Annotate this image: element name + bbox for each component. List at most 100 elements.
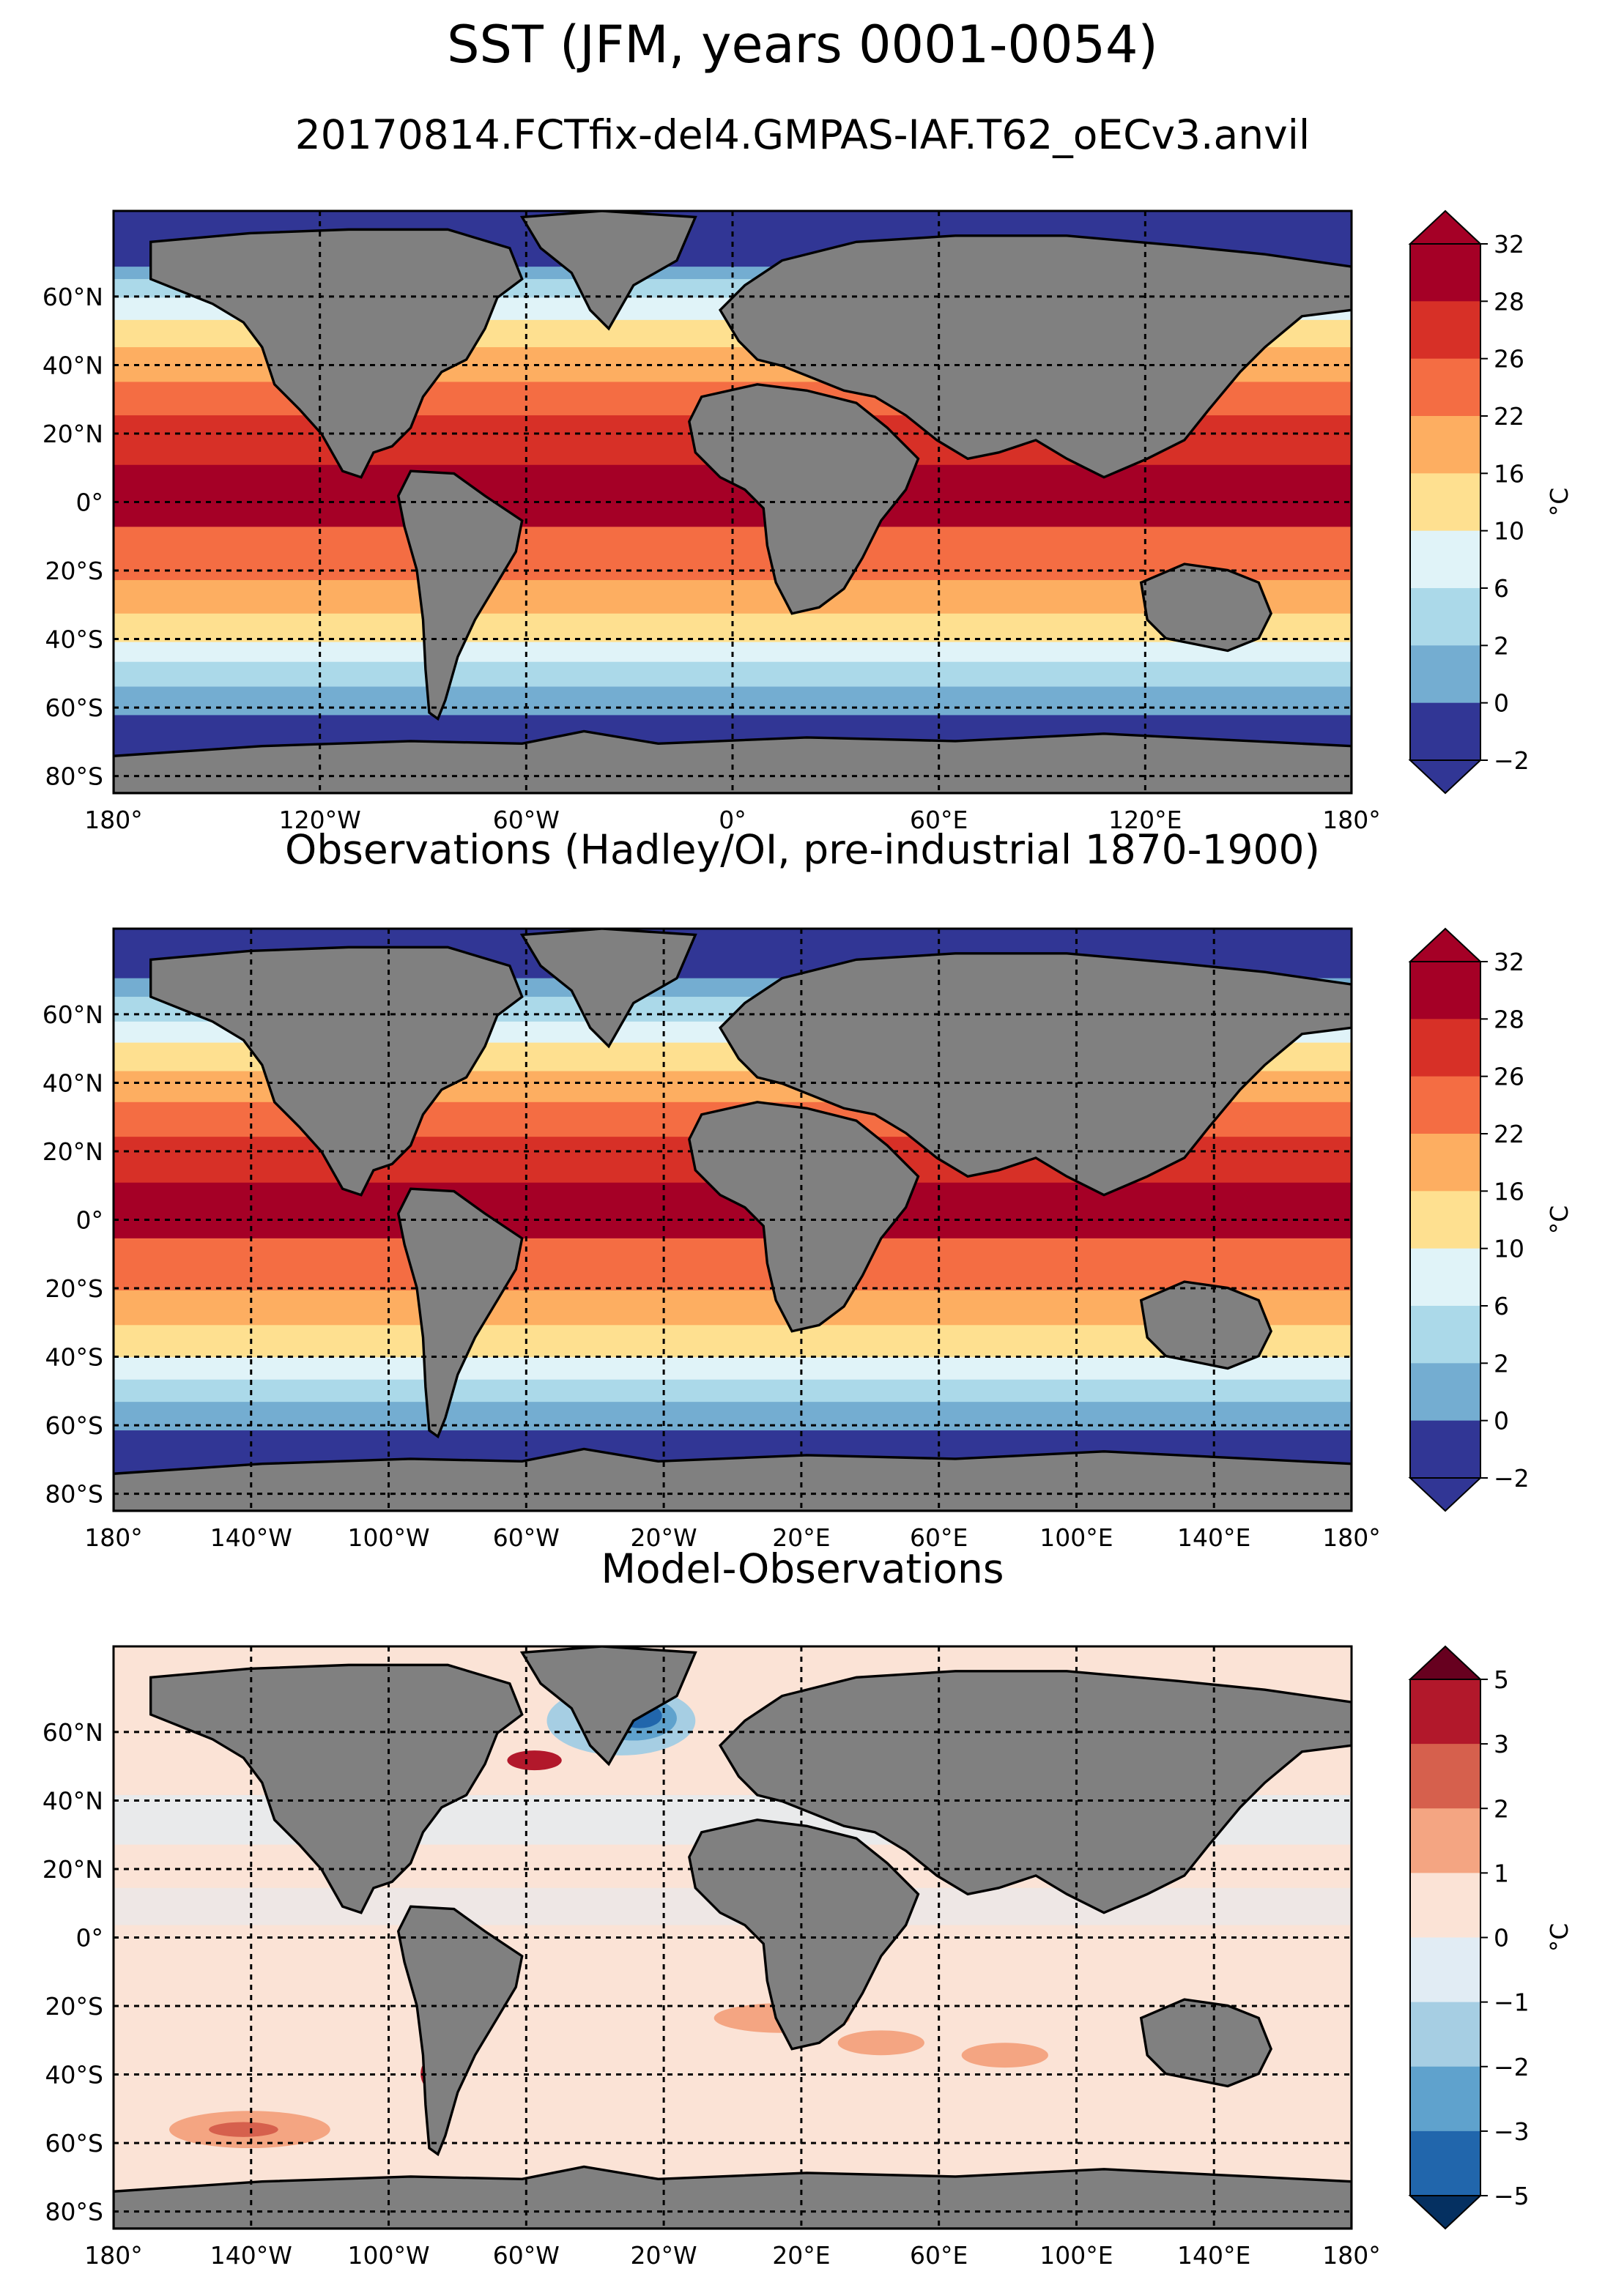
colorbar-swatch xyxy=(1410,962,1480,1019)
lon-tick-label: 180° xyxy=(1322,806,1381,834)
colorbar-unit-label: °C xyxy=(1545,1205,1574,1235)
lat-tick-label: 20°N xyxy=(42,420,103,448)
colorbar-swatch xyxy=(1410,1873,1480,1938)
colorbar-swatch xyxy=(1410,244,1480,302)
lon-tick-label: 180° xyxy=(84,1523,143,1552)
sst-band xyxy=(114,1238,1352,1294)
colorbar-swatch xyxy=(1410,473,1480,532)
colorbar-tick-label: 0 xyxy=(1494,1924,1509,1953)
diff-anomaly xyxy=(961,2043,1048,2068)
sst-band xyxy=(114,1402,1352,1433)
lon-tick-label: 180° xyxy=(84,806,143,834)
lat-tick-label: 80°S xyxy=(45,762,103,791)
colorbar-swatch xyxy=(1410,2066,1480,2132)
map-frame xyxy=(112,1645,1353,2230)
colorbar-swatch xyxy=(1410,1019,1480,1077)
lat-tick-label: 60°N xyxy=(42,283,103,311)
colorbar-tick-label: 16 xyxy=(1494,459,1524,488)
colorbar-swatch xyxy=(1410,358,1480,417)
colorbar-tick-label: 10 xyxy=(1494,517,1524,546)
lon-tick-label: 120°W xyxy=(279,806,361,834)
colorbar-unit-label: °C xyxy=(1545,488,1574,517)
colorbar-tick-label: 22 xyxy=(1494,1120,1524,1148)
diff-anomaly xyxy=(837,2030,924,2056)
lat-tick-label: 40°S xyxy=(45,1343,103,1372)
lon-tick-label: 60°E xyxy=(910,806,968,834)
map-frame xyxy=(112,927,1353,1512)
colorbar-swatch xyxy=(1410,1191,1480,1249)
lat-tick-label: 80°S xyxy=(45,1480,103,1509)
lon-tick-label: 20°E xyxy=(772,2241,830,2270)
lon-tick-label: 20°E xyxy=(772,1523,830,1552)
colorbar-tick-label: −2 xyxy=(1494,2053,1530,2081)
lon-tick-label: 140°E xyxy=(1177,1523,1250,1552)
lat-tick-label: 0° xyxy=(76,1206,104,1235)
lat-tick-label: 20°S xyxy=(45,1992,103,2021)
lat-tick-label: 60°N xyxy=(42,1718,103,1747)
lat-tick-label: 40°N xyxy=(42,1069,103,1097)
colorbar-tick-label: 0 xyxy=(1494,689,1509,718)
colorbar-tick-label: 26 xyxy=(1494,1063,1524,1091)
colorbar-tick-label: 28 xyxy=(1494,287,1524,316)
colorbar-tick-label: 6 xyxy=(1494,574,1509,603)
lon-tick-label: 100°W xyxy=(347,2241,429,2270)
lon-tick-label: 20°W xyxy=(631,2241,697,2270)
colorbar-frame xyxy=(1409,961,1481,1479)
lon-tick-label: 60°E xyxy=(910,2241,968,2270)
colorbar-swatch xyxy=(1410,1420,1480,1479)
lat-tick-label: 40°S xyxy=(45,2061,103,2089)
colorbar-tick-label: −3 xyxy=(1494,2117,1530,2146)
colorbar-tick-label: 2 xyxy=(1494,1349,1509,1378)
colorbar-extend-max xyxy=(1408,927,1483,962)
lat-tick-label: 80°S xyxy=(45,2198,103,2226)
colorbar-swatch xyxy=(1410,1363,1480,1422)
colorbar-extend-min xyxy=(1408,759,1483,795)
colorbar-tick-label: 3 xyxy=(1494,1730,1509,1758)
colorbar-swatch xyxy=(1410,1937,1480,2003)
sst-band xyxy=(114,1357,1352,1383)
colorbar-tick-label: 22 xyxy=(1494,402,1524,431)
colorbar-extend-min xyxy=(1408,2195,1483,2230)
lat-tick-label: 0° xyxy=(76,1924,104,1953)
lon-tick-label: 60°W xyxy=(493,1523,560,1552)
lat-tick-label: 40°S xyxy=(45,625,103,654)
panel-title-observations: Observations (Hadley/OI, pre-industrial … xyxy=(285,826,1320,873)
colorbar-tick-label: 10 xyxy=(1494,1235,1524,1263)
colorbar-tick-label: −2 xyxy=(1494,746,1530,775)
colorbar-unit-label: °C xyxy=(1545,1923,1574,1953)
colorbar-swatch xyxy=(1410,2002,1480,2067)
lat-tick-label: 0° xyxy=(76,488,104,517)
colorbar-swatch xyxy=(1410,1679,1480,1745)
colorbar-tick-label: 0 xyxy=(1494,1407,1509,1435)
panel-title-difference: Model-Observations xyxy=(601,1545,1004,1592)
lon-tick-label: 100°E xyxy=(1039,2241,1113,2270)
colorbar-extend-max xyxy=(1408,209,1483,245)
lon-tick-label: 0° xyxy=(719,806,746,834)
lon-tick-label: 140°E xyxy=(1177,2241,1250,2270)
colorbar-extend-min xyxy=(1408,1477,1483,1512)
colorbar-swatch xyxy=(1410,588,1480,646)
colorbar-swatch xyxy=(1410,416,1480,474)
lat-tick-label: 40°N xyxy=(42,1786,103,1815)
lon-tick-label: 60°W xyxy=(493,2241,560,2270)
lat-tick-label: 60°S xyxy=(45,694,103,722)
lon-tick-label: 140°W xyxy=(210,1523,292,1552)
lon-tick-label: 180° xyxy=(1322,1523,1381,1552)
colorbar-tick-label: 26 xyxy=(1494,345,1524,374)
lat-tick-label: 60°S xyxy=(45,2129,103,2158)
diff-anomaly xyxy=(507,1750,562,1771)
colorbar-swatch xyxy=(1410,301,1480,360)
colorbar-tick-label: 1 xyxy=(1494,1859,1509,1887)
figure-title: SST (JFM, years 0001-0054) xyxy=(447,15,1158,75)
colorbar-tick-label: 6 xyxy=(1494,1292,1509,1320)
colorbar-tick-label: 28 xyxy=(1494,1005,1524,1033)
lat-tick-label: 40°N xyxy=(42,351,103,379)
colorbar-tick-label: 32 xyxy=(1494,230,1524,259)
map-frame xyxy=(112,209,1353,795)
lon-tick-label: 180° xyxy=(1322,2241,1381,2270)
colorbar-swatch xyxy=(1410,645,1480,704)
colorbar-tick-label: 2 xyxy=(1494,631,1509,660)
colorbar-tick-label: −1 xyxy=(1494,1988,1530,2017)
sst-band xyxy=(114,686,1352,718)
